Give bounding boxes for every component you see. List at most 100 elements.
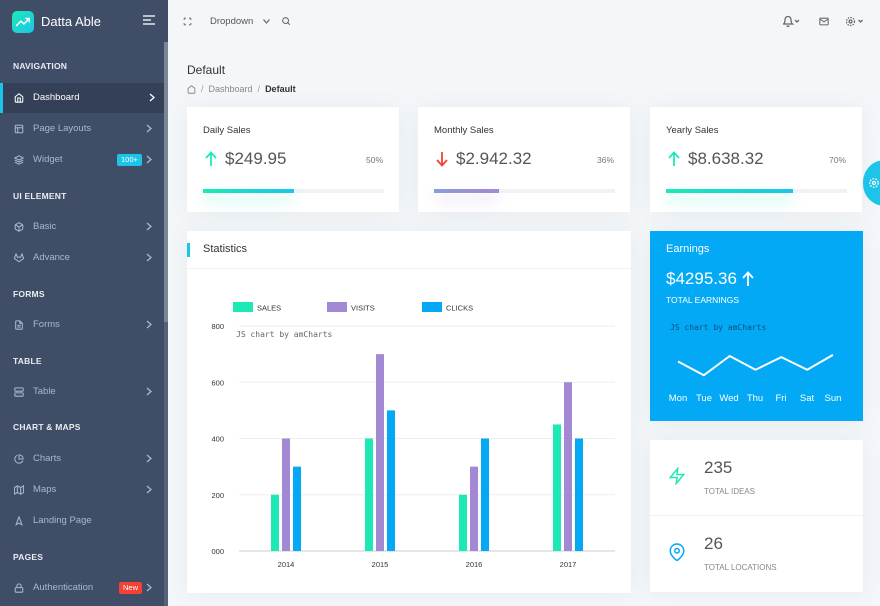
bar-clicks-2017[interactable] — [575, 438, 583, 552]
chevron-right-icon — [146, 124, 152, 133]
pie-chart-icon — [14, 454, 24, 464]
legend-label[interactable]: CLICKS — [446, 304, 473, 313]
bar-visits-2015[interactable] — [376, 354, 384, 551]
home-icon[interactable] — [187, 84, 196, 94]
sidebar-item-basic[interactable]: Basic — [0, 212, 164, 242]
nav-caption-ui-element: UI ELEMENT — [13, 191, 67, 201]
y-tick-label: 600 — [211, 378, 224, 387]
sidebar-item-forms[interactable]: Forms — [0, 310, 164, 340]
breadcrumb: / Dashboard / Default — [187, 84, 296, 94]
nav-caption-table: TABLE — [13, 356, 42, 366]
sidebar-item-authentication[interactable]: Authentication New — [0, 573, 164, 603]
earnings-value: $4295.36 — [666, 269, 737, 288]
y-tick-label: 000 — [211, 547, 224, 556]
brand-name[interactable]: Datta Able — [41, 14, 101, 29]
sidebar-item-label: Authentication — [33, 582, 94, 593]
x-tick-label: 2016 — [466, 560, 483, 569]
sidebar-item-label: Advance — [33, 252, 70, 263]
x-tick-label: 2017 — [560, 560, 577, 569]
sidebar-item-label: Widget — [33, 154, 63, 165]
sidebar-item-dashboard[interactable]: Dashboard — [0, 83, 164, 113]
earnings-line — [677, 354, 834, 377]
y-tick-label: 800 — [211, 322, 224, 331]
sidebar-item-widget[interactable]: Widget 100+ — [0, 145, 164, 175]
server-icon — [14, 387, 24, 397]
x-tick-label: Wed — [719, 393, 738, 404]
chevron-right-icon — [146, 222, 152, 231]
lock-icon — [14, 583, 24, 593]
earnings-label: TOTAL EARNINGS — [666, 295, 740, 305]
statistics-title: Statistics — [203, 243, 248, 255]
y-tick-label: 200 — [211, 491, 224, 500]
fullscreen-icon[interactable] — [183, 17, 192, 26]
bar-sales-2014[interactable] — [271, 494, 279, 551]
zap-icon — [668, 467, 686, 485]
bar-clicks-2014[interactable] — [293, 466, 301, 551]
scrollbar-thumb[interactable] — [164, 42, 168, 322]
legend-label[interactable]: SALES — [257, 304, 281, 313]
sidebar-item-label: Page Layouts — [33, 123, 92, 134]
bar-sales-2015[interactable] — [365, 438, 373, 552]
dropdown-menu[interactable]: Dropdown — [210, 16, 270, 27]
settings-gear-icon[interactable] — [845, 16, 864, 27]
legend-swatch[interactable] — [327, 302, 347, 312]
sidebar-item-maps[interactable]: Maps — [0, 475, 164, 505]
sidebar-item-label: Maps — [33, 484, 57, 495]
sidebar-item-landing-page[interactable]: Landing Page — [0, 506, 164, 536]
legend-label[interactable]: VISITS — [351, 304, 375, 313]
topbar: Dropdown — [168, 0, 880, 45]
sales-card-percent: 70% — [828, 155, 846, 165]
x-tick-label: Tue — [696, 393, 712, 404]
legend-swatch[interactable] — [233, 302, 253, 312]
arrow-up-icon — [668, 151, 680, 167]
statistics-card: Statistics SALES VISITS CLICKS 000 200 400 600… — [187, 231, 631, 593]
chevron-right-icon — [146, 253, 152, 262]
y-tick-label: 400 — [211, 435, 224, 444]
sidebar-scrollbar[interactable] — [164, 42, 168, 606]
x-tick-label: Fri — [775, 393, 786, 404]
chevron-right-icon — [149, 93, 155, 102]
info-label: TOTAL LOCATIONS — [704, 563, 777, 572]
layers-icon — [14, 155, 24, 165]
legend-swatch[interactable] — [422, 302, 442, 312]
bar-visits-2016[interactable] — [470, 466, 478, 551]
nav-caption-forms: FORMS — [13, 289, 45, 299]
progress-fill — [203, 189, 294, 193]
sidebar-item-label: Landing Page — [33, 515, 92, 526]
trending-up-icon[interactable] — [12, 11, 34, 33]
sidebar-item-advance[interactable]: Advance — [0, 243, 164, 273]
home-icon — [14, 93, 24, 103]
sales-card-value: $2.942.32 — [456, 149, 532, 168]
mail-icon[interactable] — [819, 17, 829, 26]
progress-fill — [666, 189, 793, 193]
x-tick-label: Thu — [747, 393, 763, 404]
progress-bar — [434, 189, 615, 193]
bar-clicks-2015[interactable] — [387, 410, 395, 551]
bar-visits-2014[interactable] — [282, 438, 290, 552]
bell-icon[interactable] — [783, 16, 801, 27]
bar-sales-2016[interactable] — [459, 494, 467, 551]
bar-clicks-2016[interactable] — [481, 438, 489, 552]
sales-card-title: Yearly Sales — [666, 125, 719, 136]
info-value: 235 — [704, 458, 733, 477]
sidebar-item-page-layouts[interactable]: Page Layouts — [0, 114, 164, 144]
sidebar-item-label: Table — [33, 386, 56, 397]
sidebar: Datta Able NAVIGATION Dashboard Page Lay… — [0, 0, 168, 606]
file-text-icon — [14, 320, 24, 330]
bar-visits-2017[interactable] — [564, 382, 572, 551]
new-badge: New — [119, 582, 143, 594]
sidebar-item-charts[interactable]: Charts — [0, 444, 164, 474]
theme-settings-button[interactable] — [863, 160, 880, 206]
sidebar-item-table[interactable]: Table — [0, 377, 164, 407]
breadcrumb-link[interactable]: Dashboard — [208, 84, 253, 94]
chart-credit: JS chart by amCharts — [236, 330, 333, 339]
menu-toggle-icon[interactable] — [143, 15, 155, 25]
statistics-header: Statistics — [187, 231, 631, 269]
info-value: 26 — [704, 534, 723, 553]
sales-card-title: Daily Sales — [203, 125, 251, 136]
settings-gear-icon — [869, 178, 879, 188]
x-tick-label: Sun — [825, 393, 842, 404]
search-icon[interactable] — [281, 16, 291, 26]
sidebar-item-label: Basic — [33, 221, 57, 232]
bar-sales-2017[interactable] — [553, 424, 561, 551]
